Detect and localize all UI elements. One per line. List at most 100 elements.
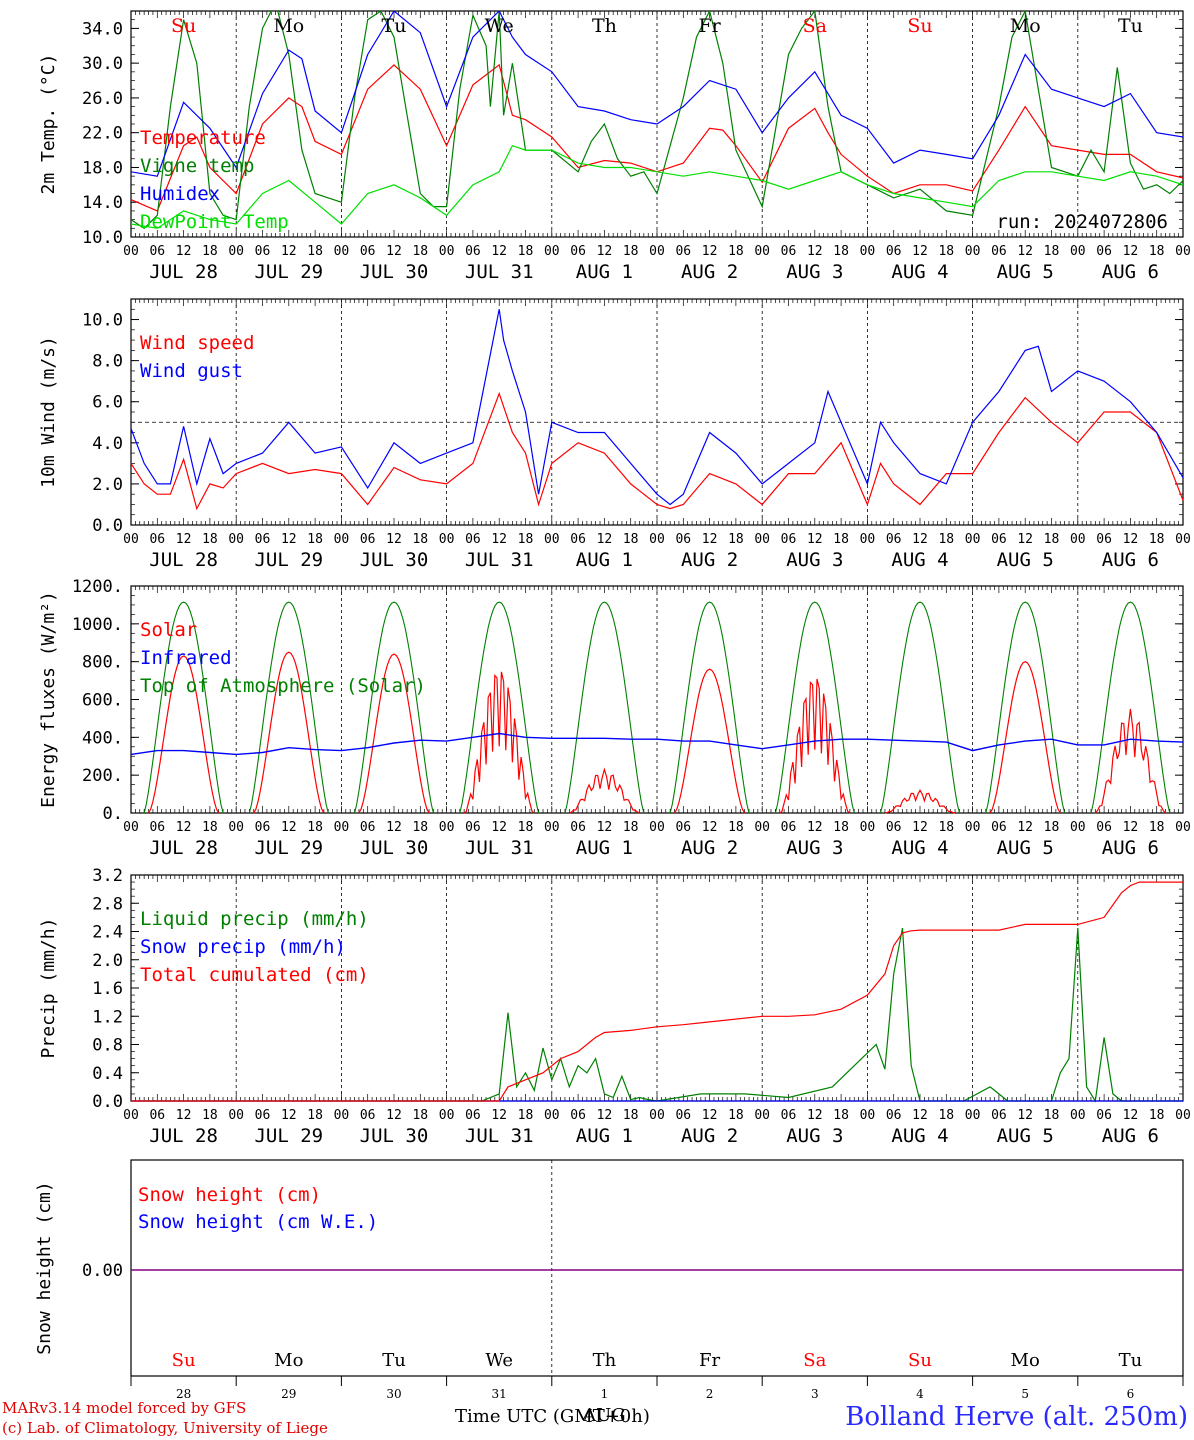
y-tick-label: 400. [82,728,123,748]
hour-label: 06 [570,820,586,835]
toa-curve [669,601,750,814]
hour-label: 00 [228,820,244,835]
date-label: JUL 31 [465,1125,534,1147]
date-label: AUG 2 [681,261,738,283]
hour-label: 06 [781,532,797,547]
hour-label: 12 [912,1108,928,1123]
hour-label: 18 [1044,820,1060,835]
series-wind_speed [130,391,1184,511]
toa-curve [1090,601,1171,814]
date-label: JUL 30 [360,261,429,283]
hour-label: 00 [334,532,350,547]
hour-label: 12 [597,820,613,835]
hour-label: 12 [1017,532,1033,547]
hour-label: 12 [1123,532,1139,547]
y-tick-label: 0.00 [82,1261,123,1281]
date-label: AUG 6 [1102,837,1159,859]
series-dewpoint [131,144,1183,229]
date-label: AUG 1 [576,837,633,859]
hour-label: 18 [833,532,849,547]
hour-label: 06 [255,820,271,835]
temp-series [131,11,1183,230]
y-tick-label: 1200. [72,577,123,597]
date-label: JUL 28 [149,837,218,859]
hour-label: 12 [176,820,192,835]
day-name-bottom: Tu [382,1350,406,1371]
toa-curve [564,601,645,814]
hour-label: 18 [307,1108,323,1123]
date-label: AUG 6 [1102,261,1159,283]
hour-label: 00 [965,1108,981,1123]
hour-label: 18 [412,532,428,547]
date-label: AUG 1 [576,1125,633,1147]
hour-label: 12 [386,244,402,259]
hour-label: 18 [202,244,218,259]
hour-label: 18 [202,1108,218,1123]
hour-label: 00 [1175,244,1191,259]
series-vigne [131,11,1183,230]
hour-label: 06 [360,820,376,835]
y-tick-label: 0.4 [92,1064,123,1084]
y-tick-label: 0.0 [92,1092,123,1112]
month-label: AUG [582,1405,626,1426]
lab-credit: (c) Lab. of Climatology, University of L… [2,1419,328,1437]
day-name-bottom: Su [172,1350,196,1371]
y-tick-label: 1.6 [92,979,123,999]
hour-label: 18 [412,244,428,259]
date-label: AUG 3 [786,1125,843,1147]
day-name-top: Su [171,15,196,37]
hour-label: 06 [781,244,797,259]
date-label: AUG 5 [997,1125,1054,1147]
hour-label: 06 [149,1108,165,1123]
hour-label: 18 [938,244,954,259]
hour-label: 00 [544,532,560,547]
hour-label: 12 [807,532,823,547]
solar-curve [884,789,956,814]
toa-curve [354,601,434,814]
hour-label: 18 [1044,244,1060,259]
hour-label: 00 [334,244,350,259]
hour-label: 12 [386,820,402,835]
hour-label: 12 [807,244,823,259]
hour-label: 06 [255,244,271,259]
solar-curve [779,678,851,814]
hour-label: 06 [360,1108,376,1123]
hour-label: 00 [544,820,560,835]
hour-label: 12 [491,244,507,259]
hour-label: 12 [491,820,507,835]
hour-label: 06 [570,1108,586,1123]
hour-label: 06 [991,244,1007,259]
solar-curve [358,653,430,814]
y-tick-label: 14.0 [82,193,123,213]
solar-curve [1094,708,1166,814]
hour-label: 00 [965,244,981,259]
hour-label: 00 [228,1108,244,1123]
toa-curve [459,601,540,814]
hour-label: 06 [1096,1108,1112,1123]
hour-label: 18 [518,532,534,547]
day-number: 4 [916,1387,924,1401]
day-name-top: Fr [698,15,721,37]
toa-curve [774,601,855,814]
hour-label: 06 [991,532,1007,547]
hour-label: 06 [886,244,902,259]
series-total_cum [131,881,1183,1102]
hour-label: 00 [1175,1108,1191,1123]
y-tick-label: 800. [82,653,123,673]
hour-label: 06 [886,820,902,835]
solar-curve [673,668,746,814]
hour-label: 00 [1070,532,1086,547]
hour-label: 00 [649,244,665,259]
day-name-top: We [485,15,514,37]
hour-label: 00 [965,532,981,547]
hour-label: 00 [439,532,455,547]
hour-label: 18 [833,820,849,835]
hour-label: 00 [228,244,244,259]
hour-label: 06 [886,532,902,547]
hour-label: 12 [1123,820,1139,835]
date-label: AUG 2 [681,549,738,571]
y-axis-label: Precip (mm/h) [38,918,59,1059]
panel-3: 00 06 12 18 00 06 12 18 00 06 12 18 00 06 12 18 00 06 12 18… [38,577,1191,859]
day-name-bottom: Mo [1011,1350,1040,1371]
hour-label: 00 [439,820,455,835]
